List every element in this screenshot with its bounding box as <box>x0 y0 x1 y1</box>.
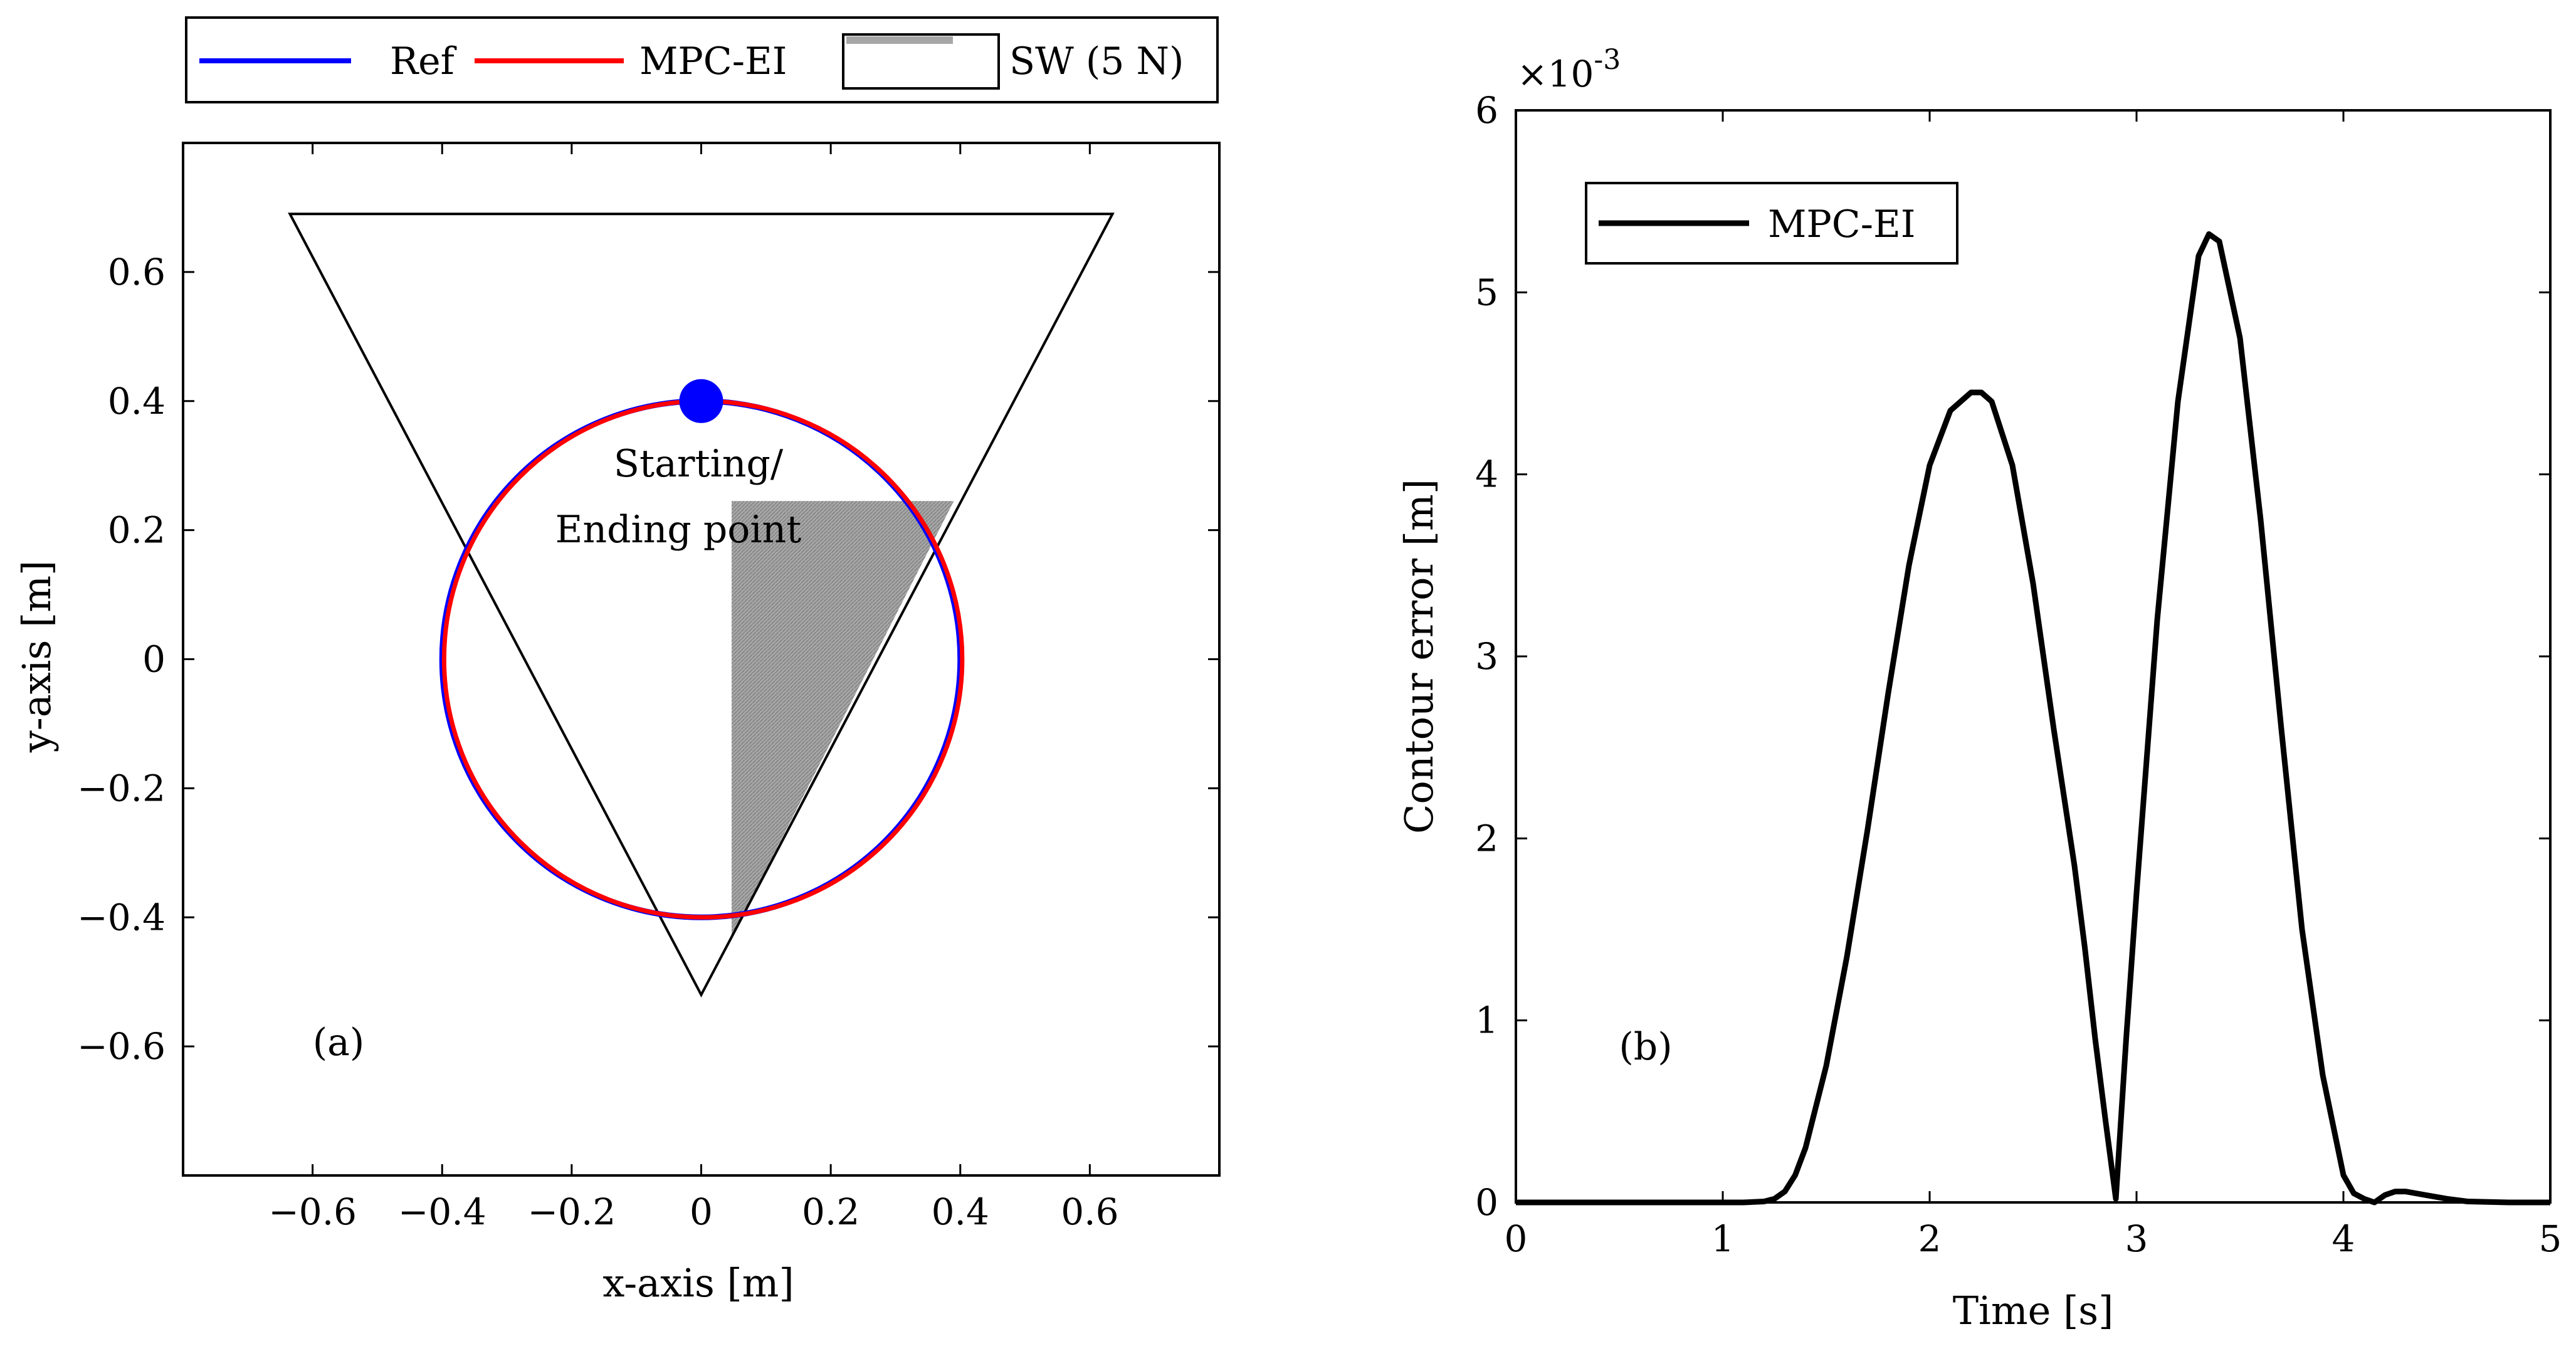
exponent-label-b: ×10-3 <box>1517 44 1621 95</box>
legend-b-label: MPC-EI <box>1768 202 1916 246</box>
plot-area-b: 0 1 2 3 4 5 0 1 2 3 4 5 6 <box>1475 89 2562 1260</box>
y-axis-label-a: y-axis [m] <box>14 560 60 753</box>
x-tick-label-a: 0.2 <box>802 1191 860 1233</box>
y-tick-label-a: 0.2 <box>108 509 166 552</box>
x-tick-label-b: 0 <box>1505 1217 1528 1260</box>
legend-sw-label: SW (5 N) <box>1009 39 1184 83</box>
y-tick-label-b: 6 <box>1475 89 1498 132</box>
x-axis-label-a: x-axis [m] <box>602 1260 794 1306</box>
y-tick-label-a: −0.4 <box>77 896 166 938</box>
x-tick-label-a: −0.4 <box>398 1191 486 1233</box>
legend-b: MPC-EI <box>1585 182 1958 265</box>
y-axis-label-b: Contour error [m] <box>1396 479 1442 834</box>
x-tick-label-b: 1 <box>1711 1217 1735 1260</box>
legend-a-box <box>185 16 1219 103</box>
x-tick-label-a: 0.4 <box>932 1191 989 1233</box>
exponent-prefix: ×10 <box>1517 53 1594 95</box>
y-tick-label-b: 0 <box>1475 1181 1498 1224</box>
shaded-region-sw <box>732 501 954 937</box>
y-tick-label-a: 0.6 <box>108 251 166 293</box>
y-tick-label-b: 1 <box>1475 999 1498 1042</box>
legend-mpc-label: MPC-EI <box>639 39 787 83</box>
annotation-ending-point: Ending point <box>555 508 802 552</box>
plot-background-b <box>1516 110 2550 1202</box>
plot-area-a: −0.6 −0.4 −0.2 0 0.2 0.4 0.6 −0.6 −0.4 −0.2 0 0.2 0.… <box>77 142 1221 1233</box>
x-tick-label-a: −0.6 <box>268 1191 357 1233</box>
y-tick-label-a: 0.4 <box>108 380 166 423</box>
x-tick-label-b: 5 <box>2539 1217 2562 1260</box>
x-tick-label-b: 4 <box>2332 1217 2355 1260</box>
x-tick-label-a: 0.6 <box>1061 1191 1118 1233</box>
panel-label-b: (b) <box>1619 1025 1672 1069</box>
x-axis-label-b: Time [s] <box>1953 1288 2114 1333</box>
start-point-marker <box>679 379 723 423</box>
x-tick-label-a: 0 <box>690 1191 713 1233</box>
panel-label-a: (a) <box>313 1021 365 1065</box>
annotation-starting: Starting/ <box>614 442 784 486</box>
plot-background-a <box>183 143 1219 1175</box>
y-tick-label-a: −0.2 <box>77 767 166 809</box>
y-tick-label-a: −0.6 <box>77 1025 166 1068</box>
y-tick-label-b: 3 <box>1475 635 1498 678</box>
legend-sw-fill <box>846 36 953 44</box>
legend-a: Ref MPC-EI SW (5 N) <box>185 16 1219 103</box>
y-tick-label-b: 5 <box>1475 271 1498 313</box>
x-tick-label-b: 3 <box>2125 1217 2148 1260</box>
y-tick-label-b: 4 <box>1475 453 1498 496</box>
panel-b: 0 1 2 3 4 5 0 1 2 3 4 5 6 Time [s] Contour error [m]… <box>1396 44 2562 1333</box>
x-tick-label-a: −0.2 <box>527 1191 616 1233</box>
y-tick-label-a: 0 <box>142 638 166 681</box>
x-tick-label-b: 2 <box>1918 1217 1942 1260</box>
triangle-boundary <box>288 213 1115 998</box>
panel-a: Ref MPC-EI SW (5 N) −0.6 −0.4 −0.2 0 0.2 0.4 0… <box>14 16 1221 1306</box>
y-tick-label-b: 2 <box>1475 817 1498 859</box>
legend-ref-label: Ref <box>390 39 457 83</box>
exponent-power: -3 <box>1594 44 1621 76</box>
